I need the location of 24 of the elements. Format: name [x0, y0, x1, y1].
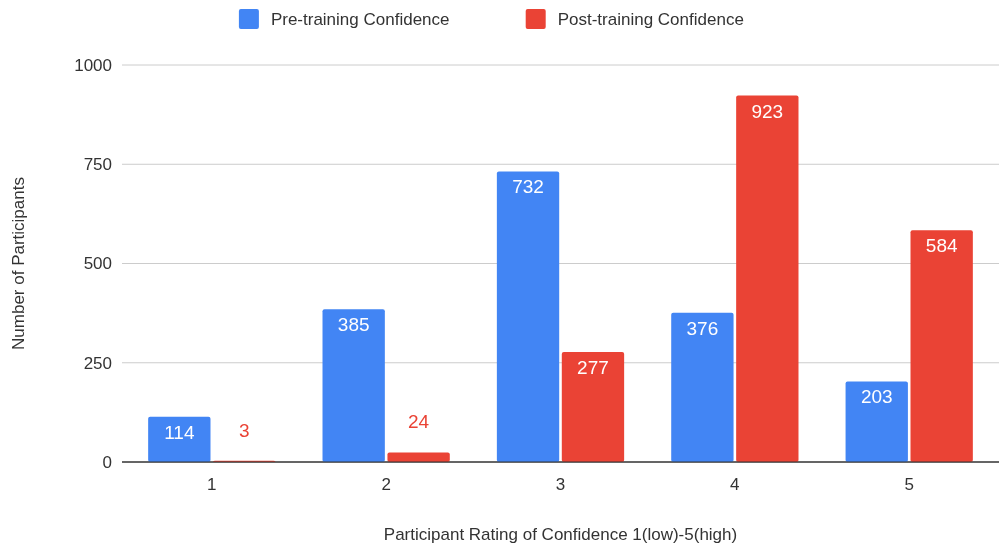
legend-label: Post-training Confidence	[557, 9, 744, 29]
data-label: 376	[686, 317, 719, 339]
x-tick-label: 4	[730, 475, 740, 494]
legend-label: Pre-training Confidence	[270, 9, 450, 29]
data-label: 24	[408, 411, 430, 433]
x-axis-title: Participant Rating of Confidence 1(low)-5(high)	[383, 525, 738, 544]
data-label: 277	[577, 357, 609, 379]
x-tick-label: 1	[207, 475, 217, 494]
y-tick-label: 0	[102, 452, 112, 472]
data-label: 203	[860, 386, 893, 408]
y-tick-label: 1000	[74, 55, 112, 75]
y-tick-label: 750	[83, 155, 112, 175]
y-axis-title: Number of Participants	[9, 177, 28, 350]
x-tick-label: 3	[555, 475, 566, 494]
data-label: 732	[512, 176, 544, 198]
x-tick-label: 2	[381, 475, 391, 494]
data-label: 385	[337, 314, 370, 336]
data-label: 3	[238, 419, 250, 441]
y-tick-label: 500	[83, 254, 112, 274]
y-tick-label: 250	[83, 353, 112, 373]
x-tick-label: 5	[904, 475, 914, 494]
data-label: 923	[751, 100, 784, 122]
data-label: 584	[925, 235, 958, 257]
data-label: 114	[164, 421, 195, 443]
